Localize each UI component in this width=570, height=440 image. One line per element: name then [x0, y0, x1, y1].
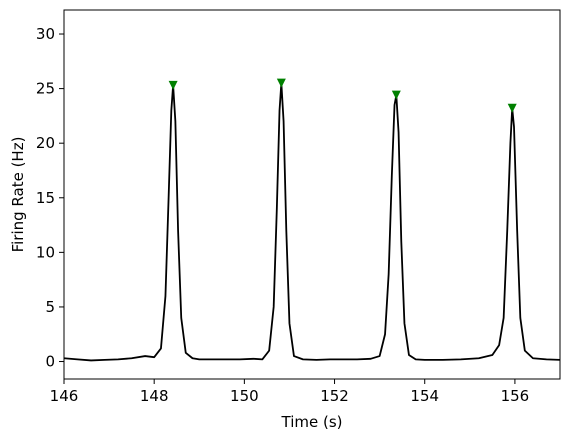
x-tick-label: 154: [410, 387, 439, 405]
y-tick-label: 20: [36, 134, 55, 152]
x-axis: 146 148 150 152 154 156: [50, 379, 530, 405]
y-tick-label: 25: [36, 80, 55, 98]
y-tick-label: 30: [36, 25, 55, 43]
x-tick-label: 146: [50, 387, 79, 405]
x-tick-label: 152: [320, 387, 349, 405]
y-axis: 0 5 10 15 20 25 30: [36, 25, 64, 371]
x-tick-label: 150: [230, 387, 259, 405]
y-tick-label: 5: [45, 298, 55, 316]
x-axis-label: Time (s): [281, 413, 343, 431]
peak-marker: [276, 78, 286, 88]
peak-marker: [168, 80, 178, 90]
y-tick-label: 10: [36, 243, 55, 261]
peak-marker: [391, 90, 401, 100]
y-tick-label: 0: [45, 353, 55, 371]
peak-marker: [507, 103, 517, 113]
x-tick-label: 148: [140, 387, 169, 405]
y-axis-label: Firing Rate (Hz): [9, 137, 27, 253]
y-tick-label: 15: [36, 189, 55, 207]
plot-frame: [63, 9, 561, 380]
x-tick-label: 156: [501, 387, 530, 405]
series-line: [64, 82, 560, 362]
